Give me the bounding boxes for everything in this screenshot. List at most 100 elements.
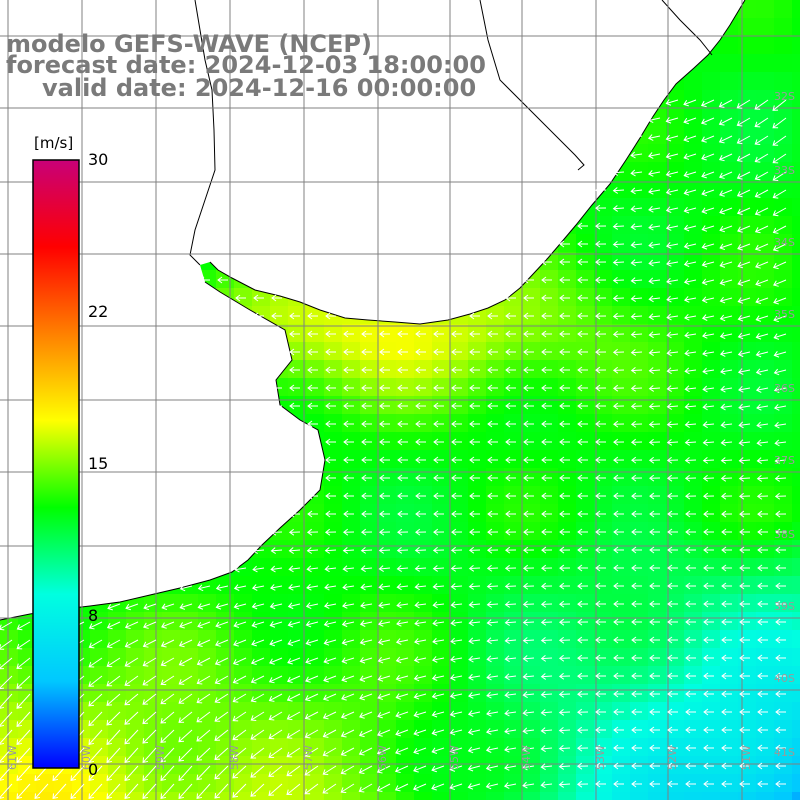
speed-cell xyxy=(630,522,649,541)
speed-cell xyxy=(756,774,775,793)
speed-cell xyxy=(378,504,397,523)
speed-cell xyxy=(756,432,775,451)
speed-cell xyxy=(324,702,343,721)
speed-cell xyxy=(486,396,505,415)
wind-arrow xyxy=(667,582,678,590)
speed-cell xyxy=(774,702,793,721)
wind-arrow xyxy=(665,99,679,106)
speed-cell xyxy=(414,558,433,577)
wind-arrow xyxy=(648,170,661,177)
speed-cell xyxy=(756,378,775,397)
wind-arrow xyxy=(702,403,715,411)
speed-cell xyxy=(648,666,667,685)
speed-cell xyxy=(792,486,800,505)
speed-cell xyxy=(702,108,721,127)
speed-cell xyxy=(720,612,739,631)
wind-arrow xyxy=(469,492,480,500)
wind-arrow xyxy=(395,674,409,682)
speed-cell xyxy=(378,720,397,739)
wind-arrow xyxy=(268,729,283,740)
wind-arrow xyxy=(487,438,498,446)
wind-arrow xyxy=(630,295,643,302)
speed-cell xyxy=(648,468,667,487)
wind-arrow xyxy=(757,528,768,536)
speed-cell xyxy=(342,360,361,379)
speed-cell xyxy=(720,252,739,271)
wind-arrow xyxy=(433,528,445,536)
speed-cell xyxy=(414,324,433,343)
speed-cell xyxy=(540,450,559,469)
wind-arrow xyxy=(540,582,553,590)
speed-cell xyxy=(144,774,163,793)
wind-arrow xyxy=(306,528,319,536)
wind-arrow xyxy=(630,366,643,374)
wind-arrow xyxy=(577,510,588,518)
wind-arrow xyxy=(88,675,103,687)
speed-cell xyxy=(612,612,631,631)
wind-arrow xyxy=(0,621,13,631)
speed-cell xyxy=(792,468,800,487)
speed-cell xyxy=(522,576,541,595)
wind-arrow xyxy=(701,225,715,232)
wind-arrow xyxy=(379,510,390,518)
wind-arrow xyxy=(379,348,390,356)
speed-cell xyxy=(198,648,217,667)
speed-cell xyxy=(576,234,595,253)
wind-arrow xyxy=(721,726,732,734)
wind-arrow xyxy=(415,528,427,536)
wind-arrow xyxy=(16,783,31,800)
speed-cell xyxy=(288,774,307,793)
speed-cell xyxy=(684,288,703,307)
wind-arrow xyxy=(613,690,624,698)
wind-arrow xyxy=(270,547,283,554)
wind-arrow xyxy=(0,747,13,763)
speed-cell xyxy=(216,576,235,595)
speed-cell xyxy=(738,522,757,541)
speed-cell xyxy=(558,576,577,595)
colorbar xyxy=(32,159,80,769)
wind-arrow xyxy=(160,747,175,763)
speed-cell xyxy=(666,108,685,127)
wind-arrow xyxy=(577,690,589,698)
speed-cell xyxy=(720,648,739,667)
wind-arrow xyxy=(721,528,732,536)
wind-arrow xyxy=(702,439,715,446)
speed-cell xyxy=(396,738,415,757)
wind-arrow xyxy=(631,546,642,554)
speed-cell xyxy=(612,486,631,505)
speed-cell xyxy=(54,792,73,800)
speed-cell xyxy=(648,378,667,397)
speed-cell xyxy=(684,198,703,217)
speed-cell xyxy=(612,720,631,739)
speed-cell xyxy=(792,216,800,235)
wind-arrow xyxy=(0,765,13,781)
speed-cell xyxy=(558,360,577,379)
wind-arrow xyxy=(577,348,588,356)
wind-arrow xyxy=(433,384,444,392)
wind-arrow xyxy=(413,711,427,718)
wind-arrow xyxy=(160,657,175,667)
speed-cell xyxy=(396,360,415,379)
wind-arrow xyxy=(577,654,589,662)
speed-cell xyxy=(648,486,667,505)
speed-cell xyxy=(252,756,271,775)
wind-arrow xyxy=(558,726,571,734)
wind-arrow xyxy=(577,492,588,500)
speed-cell xyxy=(360,540,379,559)
speed-cell xyxy=(342,792,361,800)
wind-arrow xyxy=(106,783,121,800)
wind-arrow xyxy=(757,744,768,752)
wind-arrow xyxy=(649,564,660,572)
speed-cell xyxy=(270,648,289,667)
speed-cell xyxy=(648,144,667,163)
speed-cell xyxy=(504,648,523,667)
wind-arrow xyxy=(433,456,444,464)
wind-arrow xyxy=(178,783,193,800)
speed-cell xyxy=(486,468,505,487)
wind-arrow xyxy=(685,654,696,662)
wind-arrow xyxy=(773,351,787,358)
speed-cell xyxy=(756,216,775,235)
wind-arrow xyxy=(307,348,318,356)
wind-arrow xyxy=(522,600,535,608)
wind-arrow xyxy=(289,348,300,356)
